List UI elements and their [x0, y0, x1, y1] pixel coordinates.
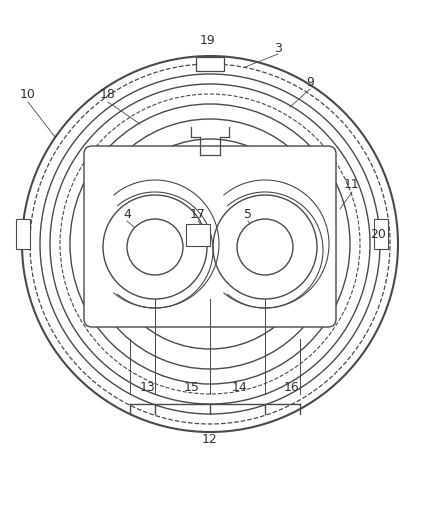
- Text: 9: 9: [306, 75, 314, 89]
- Text: 20: 20: [370, 228, 386, 241]
- Text: 10: 10: [20, 89, 36, 101]
- Circle shape: [213, 195, 317, 299]
- Text: 5: 5: [244, 208, 252, 221]
- Circle shape: [127, 219, 183, 275]
- Circle shape: [88, 123, 332, 366]
- Bar: [16, 219, 30, 249]
- Text: 3: 3: [274, 41, 282, 54]
- Text: 11: 11: [344, 178, 360, 191]
- Text: 19: 19: [200, 34, 216, 46]
- Bar: [374, 219, 388, 249]
- Text: 16: 16: [284, 381, 300, 394]
- Text: 14: 14: [232, 381, 248, 394]
- Text: 13: 13: [140, 381, 156, 394]
- Text: 15: 15: [184, 381, 200, 394]
- Bar: [186, 224, 210, 246]
- Circle shape: [103, 195, 207, 299]
- Text: 12: 12: [202, 433, 218, 445]
- Text: 18: 18: [100, 89, 116, 101]
- Text: 17: 17: [190, 208, 206, 221]
- Bar: [196, 58, 224, 72]
- Text: 4: 4: [123, 208, 131, 221]
- Circle shape: [237, 219, 293, 275]
- FancyBboxPatch shape: [84, 147, 336, 327]
